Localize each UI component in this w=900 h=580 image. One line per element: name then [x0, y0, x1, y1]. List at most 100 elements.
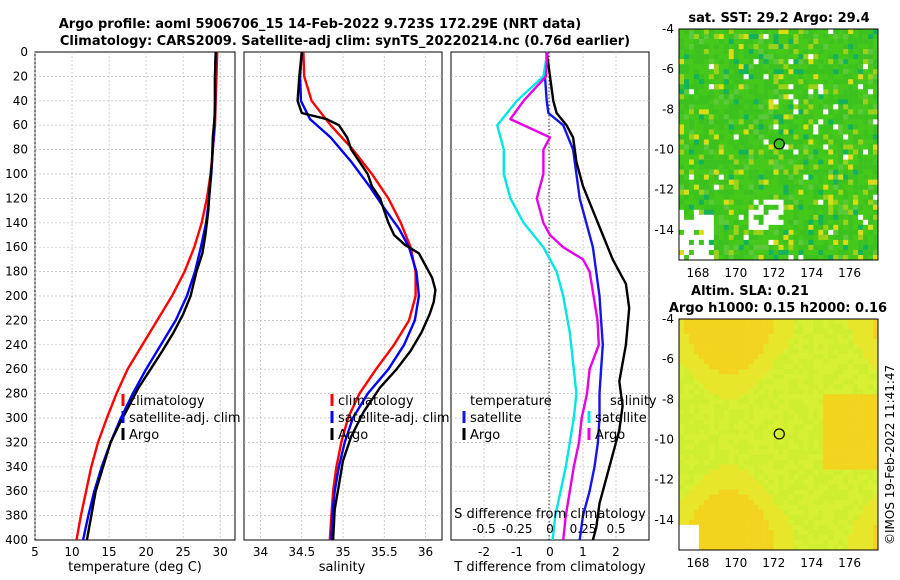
map-cell	[723, 484, 730, 491]
map-cell	[679, 529, 685, 536]
map-cell	[818, 204, 824, 211]
map-cell	[683, 544, 690, 551]
map-cell	[733, 374, 739, 380]
map-cell	[728, 479, 735, 486]
map-cell	[679, 469, 685, 475]
map-cell	[813, 374, 819, 380]
map-y-tick-label: -10	[654, 143, 674, 157]
map-cell	[768, 44, 774, 50]
map-cell	[738, 54, 744, 60]
map-cell	[793, 149, 799, 155]
map-cell	[783, 64, 789, 70]
map-cell	[873, 149, 879, 155]
map-cell	[738, 109, 744, 115]
map-cell	[798, 229, 804, 236]
map-cell	[748, 399, 754, 405]
map-cell	[758, 219, 764, 226]
map-cell	[713, 114, 720, 120]
map-cell	[718, 464, 725, 470]
map-cell	[758, 129, 764, 135]
map-cell	[683, 169, 690, 175]
map-cell	[688, 179, 695, 185]
map-cell	[868, 244, 874, 251]
map-cell	[713, 204, 720, 211]
map-cell	[768, 49, 774, 55]
map-cell	[713, 344, 720, 350]
map-cell	[818, 114, 824, 120]
map-cell	[708, 499, 715, 506]
map-cell	[738, 74, 744, 80]
map-cell	[843, 544, 849, 551]
map-cell	[783, 539, 789, 546]
map-cell	[748, 44, 754, 50]
map-cell	[808, 419, 814, 425]
map-cell	[743, 94, 749, 100]
map-cell	[868, 179, 874, 185]
map-cell	[708, 444, 715, 450]
map-cell	[708, 104, 715, 110]
map-cell	[758, 164, 764, 170]
map-cell	[723, 399, 730, 405]
map-cell	[863, 364, 869, 370]
map-cell	[768, 199, 774, 206]
map-cell	[863, 399, 869, 405]
map-cell	[803, 164, 809, 170]
map-cell	[798, 479, 804, 486]
map-cell	[863, 349, 869, 355]
map-cell	[843, 469, 849, 475]
map-cell	[793, 144, 799, 150]
map-cell	[843, 39, 849, 45]
map-cell	[748, 344, 754, 350]
map-cell	[833, 529, 839, 536]
map-cell	[693, 229, 700, 236]
map-cell	[823, 424, 829, 430]
map-cell	[768, 539, 774, 546]
map-cell	[703, 364, 710, 370]
map-x-tick-label: 174	[800, 556, 823, 570]
map-cell	[778, 69, 784, 75]
header-line-1: Argo profile: aoml 5906706_15 14-Feb-202…	[59, 17, 581, 32]
map-cell	[843, 179, 849, 185]
map-cell	[679, 334, 685, 340]
map-cell	[813, 169, 819, 175]
map-cell	[843, 539, 849, 546]
map-cell	[753, 169, 759, 175]
map-cell	[813, 104, 819, 110]
map-cell	[713, 329, 720, 335]
map-cell	[723, 74, 730, 80]
map-cell	[758, 114, 764, 120]
map-cell	[743, 199, 749, 206]
map-cell	[738, 154, 744, 160]
map-cell	[723, 539, 730, 546]
map-cell	[808, 334, 814, 340]
map-cell	[838, 29, 844, 35]
map-cell	[679, 64, 685, 70]
map-cell	[773, 154, 779, 160]
map-cell	[798, 214, 804, 221]
map-cell	[788, 404, 794, 410]
map-cell	[793, 244, 799, 251]
map-cell	[733, 49, 739, 55]
map-cell	[838, 434, 844, 440]
map-cell	[848, 459, 854, 465]
map-cell	[798, 349, 804, 355]
map-cell	[758, 364, 764, 370]
map-cell	[743, 504, 749, 511]
map-cell	[813, 444, 819, 450]
map-cell	[723, 64, 730, 70]
map-cell	[703, 99, 710, 105]
map-cell	[758, 39, 764, 45]
map-cell	[833, 389, 839, 395]
map-cell	[763, 204, 769, 211]
map-cell	[738, 209, 744, 216]
map-cell	[693, 169, 700, 175]
map-cell	[863, 74, 869, 80]
map-cell	[679, 39, 685, 45]
map-cell	[853, 424, 859, 430]
map-cell	[873, 59, 879, 65]
map-cell	[868, 394, 874, 400]
map-cell	[783, 104, 789, 110]
map-cell	[848, 514, 854, 521]
map-cell	[768, 444, 774, 450]
map-cell	[679, 374, 685, 380]
